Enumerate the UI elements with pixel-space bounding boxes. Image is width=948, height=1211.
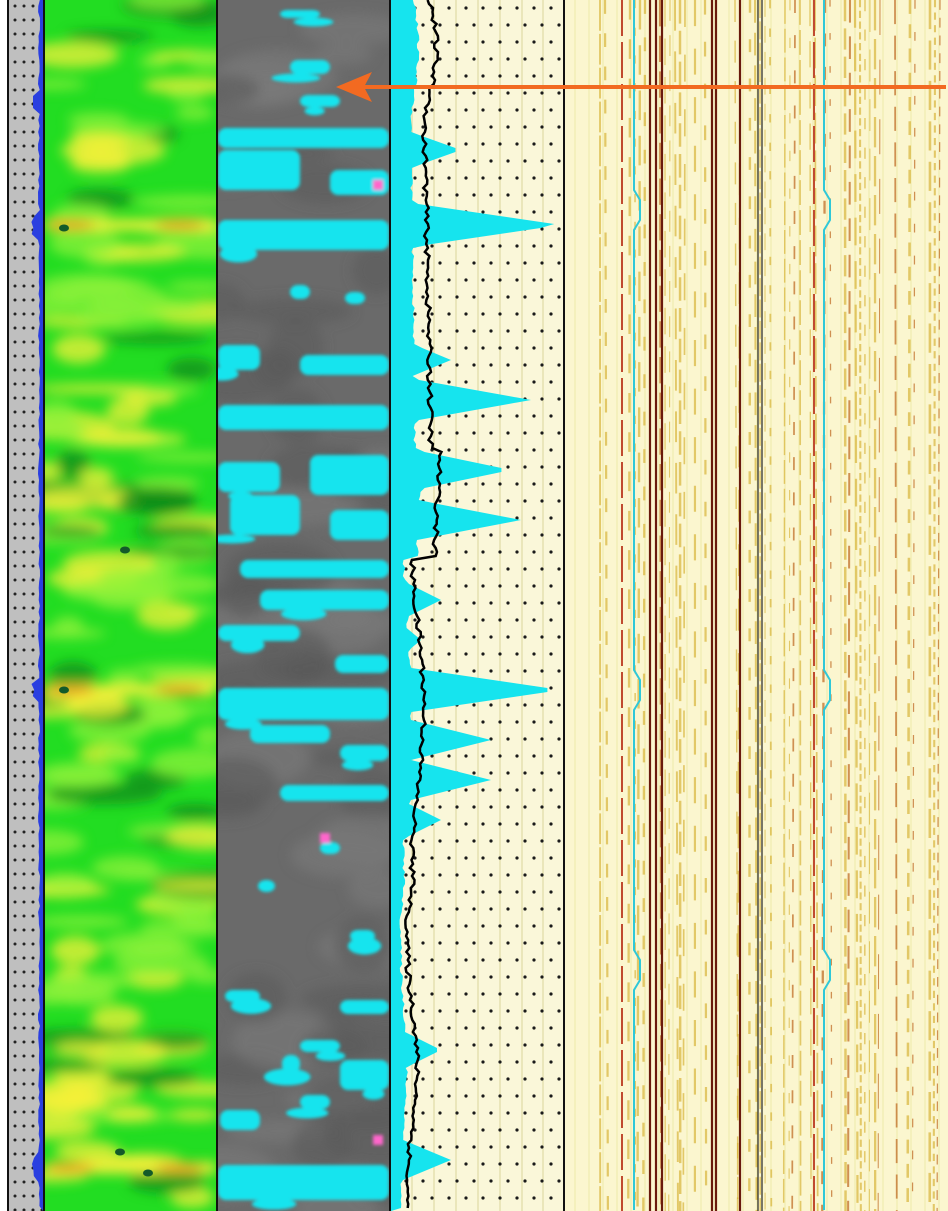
image-texture <box>45 0 216 1209</box>
porosity-log-track <box>8 0 43 1211</box>
gray-cyan-image-track <box>218 0 389 1211</box>
dark-spots <box>59 224 153 1177</box>
green-image-track <box>45 0 216 1211</box>
track-borders <box>7 0 565 1211</box>
spot <box>120 546 130 554</box>
track-background <box>8 0 43 1211</box>
magenta-spot <box>320 833 330 843</box>
spot <box>59 224 69 232</box>
spot <box>143 1169 153 1177</box>
arrow-left-icon <box>336 72 946 102</box>
magenta-spot <box>373 1135 383 1145</box>
blue-log-curve <box>31 0 43 1211</box>
curve-fill-track <box>391 0 563 1211</box>
cyan-curve-fill <box>391 0 555 1211</box>
waveform-lines <box>574 0 941 1211</box>
spot <box>115 1148 125 1156</box>
spot <box>59 686 69 694</box>
black-log-curve <box>404 0 444 1209</box>
cyan-curve <box>633 0 641 1210</box>
waveform-track <box>565 0 948 1211</box>
cyan-curve <box>823 0 831 1210</box>
cyan-patches <box>218 10 389 1210</box>
magenta-spot <box>373 180 383 190</box>
